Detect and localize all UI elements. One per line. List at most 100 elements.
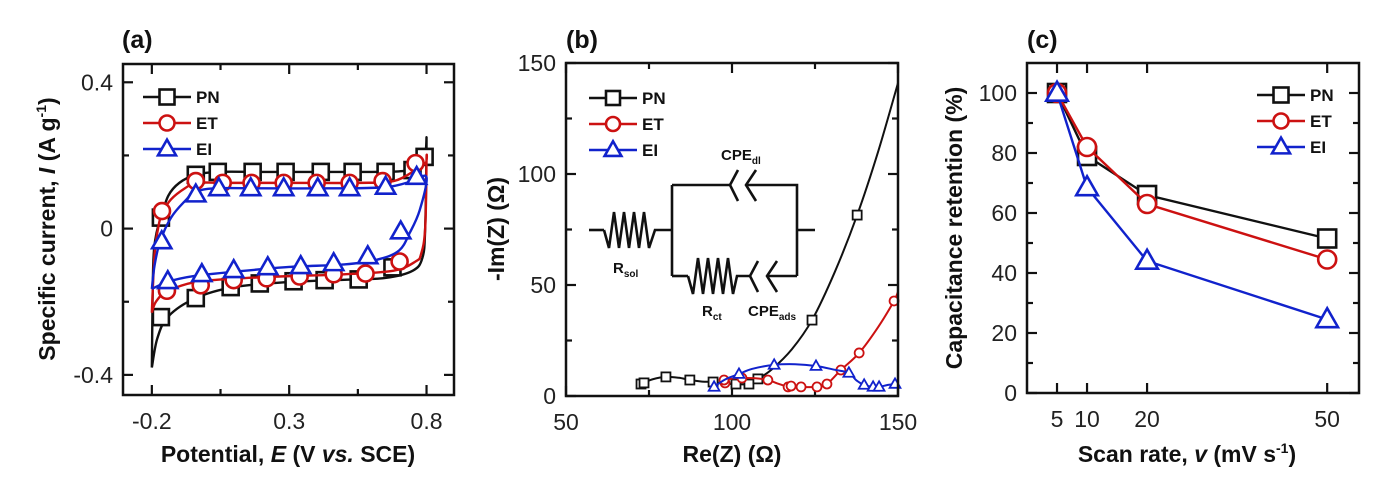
panel-a-frame — [121, 62, 456, 397]
x-tick-label: 100 — [713, 409, 751, 435]
y-tick-label: 0 — [543, 383, 556, 409]
data-point-et — [1136, 193, 1158, 215]
data-point-et — [356, 264, 375, 283]
data-point-pn — [851, 209, 863, 221]
data-point-et — [795, 381, 807, 393]
legend-label-pn: PN — [196, 88, 220, 107]
legend-marker-et — [1272, 112, 1290, 130]
cpe-ads-left-plate — [748, 260, 760, 293]
data-point-et — [821, 378, 833, 390]
data-point-ei — [355, 243, 380, 265]
legend-label-et: ET — [1310, 112, 1332, 131]
panel-c-capacitance-retention: (c) 5 10 20 50 0 20 40 60 80 100 PN ET EI Scan rate… — [941, 26, 1361, 467]
data-point-et — [390, 252, 409, 271]
data-point-et — [1316, 249, 1338, 270]
equivalent-circuit-inset: Rsol CPEdl Rct CPEads — [589, 147, 815, 323]
data-point-ei — [337, 175, 362, 197]
x-tick-label: 50 — [553, 409, 579, 435]
panel-b-series — [635, 82, 902, 393]
x-tick-label: 0.3 — [273, 408, 305, 434]
legend-label-ei: EI — [1310, 138, 1326, 157]
series-line-pn — [640, 82, 899, 386]
panel-label-a: (a) — [122, 26, 153, 54]
data-point-ei — [149, 228, 174, 250]
series-line-et — [1055, 92, 1328, 261]
y-tick-label: 80 — [991, 140, 1017, 166]
series-line-ei — [713, 363, 899, 389]
data-point-ei — [1043, 79, 1071, 102]
x-tick-label: 150 — [879, 409, 917, 435]
resistor-r-sol — [602, 211, 672, 249]
x-tick-label: 0.8 — [411, 408, 443, 434]
label-cpe-dl: CPEdl — [721, 147, 761, 167]
panel-c-series — [1043, 79, 1341, 329]
x-tick-label: 10 — [1074, 406, 1100, 432]
x-tick-label: 5 — [1051, 406, 1064, 432]
data-point-ei — [404, 164, 429, 186]
circuit-top-branch-right — [746, 183, 799, 276]
panel-b-x-axis-title: Re(Z) (Ω) — [683, 441, 782, 467]
y-tick-label: 50 — [530, 272, 556, 298]
panel-a-x-axis-title: Potential, E (V vs. SCE) — [161, 441, 415, 467]
data-point-pn — [638, 377, 650, 389]
legend-label-ei: EI — [642, 141, 658, 160]
y-tick-label: -0.4 — [73, 362, 113, 388]
data-point-et — [811, 381, 823, 393]
panel-label-c: (c) — [1027, 26, 1058, 54]
panel-b-legend: PN ET EI — [589, 89, 666, 160]
panel-label-b: (b) — [566, 26, 598, 54]
y-tick-label: 150 — [518, 50, 556, 76]
data-point-ei — [1073, 173, 1101, 197]
data-point-ei — [732, 366, 746, 379]
panel-a-y-axis-title: Specific current, I (A g-1) — [33, 97, 60, 360]
data-point-ei — [857, 377, 872, 390]
cpe-dl-left-plate — [728, 169, 740, 202]
legend-marker-ei — [1269, 135, 1293, 155]
y-tick-label: 0 — [1004, 380, 1017, 406]
y-tick-label: 100 — [979, 80, 1017, 106]
data-point-ei — [305, 175, 330, 197]
data-point-ei — [1134, 247, 1161, 270]
data-point-ei — [841, 365, 856, 378]
data-point-ei — [872, 379, 887, 392]
legend-marker-et — [604, 115, 622, 133]
data-point-ei — [388, 218, 413, 240]
data-point-ei — [183, 181, 208, 203]
data-point-et — [853, 347, 865, 359]
legend-marker-pn — [158, 88, 176, 106]
y-tick-label: 100 — [518, 161, 556, 187]
label-r-sol: Rsol — [613, 260, 639, 280]
y-tick-label: 40 — [991, 260, 1017, 286]
legend-label-et: ET — [196, 114, 218, 133]
panel-a-series — [149, 136, 434, 368]
panel-c-y-axis-title: Capacitance retention (%) — [941, 87, 967, 369]
legend-label-et: ET — [642, 115, 664, 134]
data-point-ei — [288, 253, 313, 275]
legend-marker-et — [158, 114, 176, 132]
data-point-pn — [806, 314, 818, 326]
x-tick-label: -0.2 — [132, 408, 172, 434]
panel-a-cyclic-voltammetry: (a) -0.2 0.3 0.8 -0.4 0 0.4 PN ET EI Potential,… — [33, 26, 456, 467]
data-point-ei — [271, 175, 296, 197]
label-r-ct: Rct — [702, 303, 722, 323]
data-point-ei — [238, 175, 263, 197]
data-point-ei — [255, 254, 280, 276]
panel-a-legend: PN ET EI — [143, 88, 220, 159]
data-point-ei — [767, 357, 782, 370]
data-point-ei — [189, 261, 214, 283]
data-point-pn — [684, 374, 696, 386]
resistor-r-ct — [686, 257, 750, 295]
label-cpe-ads: CPEads — [748, 303, 797, 323]
data-point-et — [152, 201, 172, 221]
data-point-pn — [151, 307, 171, 327]
panel-c-ticks: 5 10 20 50 0 20 40 60 80 100 — [979, 63, 1359, 432]
data-point-ei — [373, 174, 398, 195]
legend-marker-pn — [604, 89, 622, 107]
y-tick-label: 20 — [991, 320, 1017, 346]
legend-label-ei: EI — [196, 140, 212, 159]
data-point-et — [762, 374, 774, 386]
legend-label-pn: PN — [642, 89, 666, 108]
